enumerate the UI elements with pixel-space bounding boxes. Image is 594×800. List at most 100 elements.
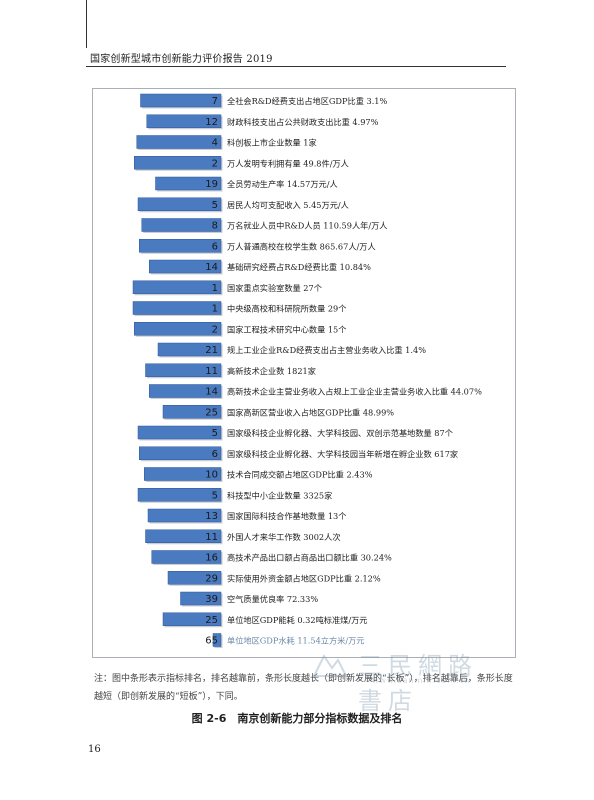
figure-caption: 图 2-6 南京创新能力部分指标数据及排名 <box>191 712 403 725</box>
chart-row: 39 空气质量优良率 72.33% <box>180 591 318 607</box>
rank-label: 1 <box>212 304 218 315</box>
indicator-label: 规上工业企业R&D经费支出占主营业务收入比重 1.4% <box>227 345 426 355</box>
rank-bar <box>137 425 222 440</box>
rank-bar <box>132 301 222 315</box>
rank-bar <box>140 93 222 108</box>
rank-label: 8 <box>212 221 218 232</box>
chart-row: 13 国家国际科技合作基地数量 13个 <box>147 508 346 524</box>
rank-bar <box>134 322 222 336</box>
rank-label: 14 <box>205 262 218 273</box>
rank-bar <box>151 550 222 564</box>
indicator-label: 居民人均可支配收入 5.45万元/人 <box>227 200 349 210</box>
rank-bar <box>137 197 222 211</box>
rank-bar <box>137 488 222 502</box>
rank-bar <box>147 508 222 523</box>
chart-row: 1 中央级高校和科研院所数量 29个 <box>132 301 346 316</box>
rank-label: 12 <box>205 117 218 128</box>
margin-rule <box>86 0 87 48</box>
page-number: 16 <box>88 744 101 755</box>
rank-label: 2 <box>212 158 218 169</box>
rank-bar <box>134 156 222 170</box>
rank-bar <box>162 405 222 419</box>
rank-bar <box>145 529 222 543</box>
indicator-label: 高技术产品出口额占商品出口额比重 30.24% <box>227 553 392 563</box>
rank-bar <box>212 633 222 647</box>
rank-bar <box>149 384 222 398</box>
rank-label: 25 <box>205 615 218 626</box>
indicator-label: 科技型中小企业数量 3325家 <box>227 490 332 500</box>
rank-label: 7 <box>212 96 218 107</box>
rank-bar <box>167 571 222 585</box>
chart-row: 10 技术合同成交额占地区GDP比重 2.43% <box>144 467 373 482</box>
indicator-label: 万人发明专利拥有量 49.8件/万人 <box>227 158 349 168</box>
indicator-label: 全员劳动生产率 14.57万元/人 <box>227 179 338 189</box>
rank-bar <box>162 612 222 626</box>
rank-label: 5 <box>212 428 218 439</box>
chart-row: 11 外国人才来华工作数 3002人次 <box>145 529 341 545</box>
rank-label: 21 <box>205 345 218 356</box>
chart-row: 19 全员劳动生产率 14.57万元/人 <box>155 176 338 192</box>
indicator-label: 基础研究经费占R&D经费比重 10.84% <box>227 262 371 272</box>
indicator-label: 单位地区GDP水耗 11.54立方米/万元 <box>227 636 364 646</box>
indicator-label: 空气质量优良率 72.33% <box>227 594 318 604</box>
rank-label: 2 <box>212 324 218 335</box>
chart-row: 14 基础研究经费占R&D经费比重 10.84% <box>149 259 371 275</box>
chart-row: 11 高新技术企业数 1821家 <box>145 363 316 379</box>
rank-bar-chart: 7 全社会R&D经费支出占地区GDP比重 3.1% 12 财政科技支出占公共财政支出比… <box>92 88 516 658</box>
chart-row: 6 国家级科技企业孵化器、大学科技园当年新增在孵企业数 617家 <box>139 446 458 462</box>
rank-label: 5 <box>212 490 218 501</box>
chart-row: 5 居民人均可支配收入 5.45万元/人 <box>137 197 349 213</box>
rank-bar <box>139 239 222 253</box>
chart-row: 4 科创板上市企业数量 1家 <box>136 135 317 150</box>
chart-row: 5 科技型中小企业数量 3325家 <box>137 488 332 503</box>
indicator-label: 中央级高校和科研院所数量 29个 <box>227 304 346 314</box>
rank-label: 11 <box>205 532 218 543</box>
rank-label: 4 <box>212 138 218 149</box>
chart-row: 25 单位地区GDP能耗 0.32吨标准煤/万元 <box>162 612 367 628</box>
rank-label: 14 <box>205 387 218 398</box>
rank-label: 1 <box>212 283 218 294</box>
chart-row: 2 国家工程技术研究中心数量 15个 <box>134 322 346 337</box>
rank-label: 5 <box>212 200 218 211</box>
indicator-label: 国家级科技企业孵化器、大学科技园当年新增在孵企业数 617家 <box>227 449 458 459</box>
indicator-label: 万名就业人员中R&D人员 110.59人年/万人 <box>227 221 387 231</box>
chart-row: 29 实际使用外资金额占地区GDP比重 2.12% <box>167 571 381 586</box>
indicator-label: 财政科技支出占公共财政支出比重 4.97% <box>227 117 379 127</box>
chart-row: 21 规上工业企业R&D经费支出占主营业务收入比重 1.4% <box>157 342 426 358</box>
indicator-label: 实际使用外资金额占地区GDP比重 2.12% <box>227 573 381 583</box>
running-header: 国家创新型城市创新能力评价报告 2019 <box>90 54 273 65</box>
indicator-label: 科创板上市企业数量 1家 <box>227 138 317 148</box>
indicator-label: 国家重点实验室数量 27个 <box>227 283 322 293</box>
chart-row: 14 高新技术企业主营业务收入占规上工业企业主营业务收入比重 44.07% <box>149 384 482 399</box>
rank-bar <box>144 467 222 481</box>
indicator-label: 技术合同成交额占地区GDP比重 2.43% <box>227 470 373 480</box>
rank-bar <box>136 135 222 149</box>
chart-note: 注：图中条形表示指标排名，排名越靠前，条形长度越长（即创新发展的“长板”），排名… <box>94 674 513 702</box>
chart-row: 7 全社会R&D经费支出占地区GDP比重 3.1% <box>140 93 388 109</box>
indicator-label: 全社会R&D经费支出占地区GDP比重 3.1% <box>227 96 388 106</box>
chart-row: 65 单位地区GDP水耗 11.54立方米/万元 <box>205 633 364 648</box>
rank-bar <box>145 363 222 377</box>
rank-bar <box>141 218 222 232</box>
chart-row: 5 国家级科技企业孵化器、大学科技园、双创示范基地数量 87个 <box>137 425 453 441</box>
rank-bar <box>149 259 222 274</box>
indicator-label: 高新技术企业数 1821家 <box>227 366 316 376</box>
rank-label: 10 <box>205 470 218 481</box>
chart-row: 12 财政科技支出占公共财政支出比重 4.97% <box>146 114 379 130</box>
chart-row: 6 万人普通高校在校学生数 865.67人/万人 <box>139 239 376 254</box>
rank-label: 65 <box>205 636 218 647</box>
rank-bar <box>132 280 222 294</box>
rank-label: 25 <box>205 407 218 418</box>
rank-bar <box>157 342 222 357</box>
indicator-label: 国家级科技企业孵化器、大学科技园、双创示范基地数量 87个 <box>227 428 453 438</box>
rank-label: 19 <box>205 179 218 190</box>
indicator-label: 国家国际科技合作基地数量 13个 <box>227 511 346 521</box>
indicator-label: 国家高新区营业收入占地区GDP比重 48.99% <box>227 407 394 417</box>
rank-label: 6 <box>212 449 218 460</box>
chart-row: 1 国家重点实验室数量 27个 <box>132 280 322 296</box>
header-rule <box>86 66 506 67</box>
chart-canvas: 7 全社会R&D经费支出占地区GDP比重 3.1%12 财政科技支出占公共财政支出比… <box>132 93 482 648</box>
rank-label: 11 <box>205 366 218 377</box>
indicator-label: 万人普通高校在校学生数 865.67人/万人 <box>227 241 376 251</box>
rank-bar <box>139 446 222 460</box>
